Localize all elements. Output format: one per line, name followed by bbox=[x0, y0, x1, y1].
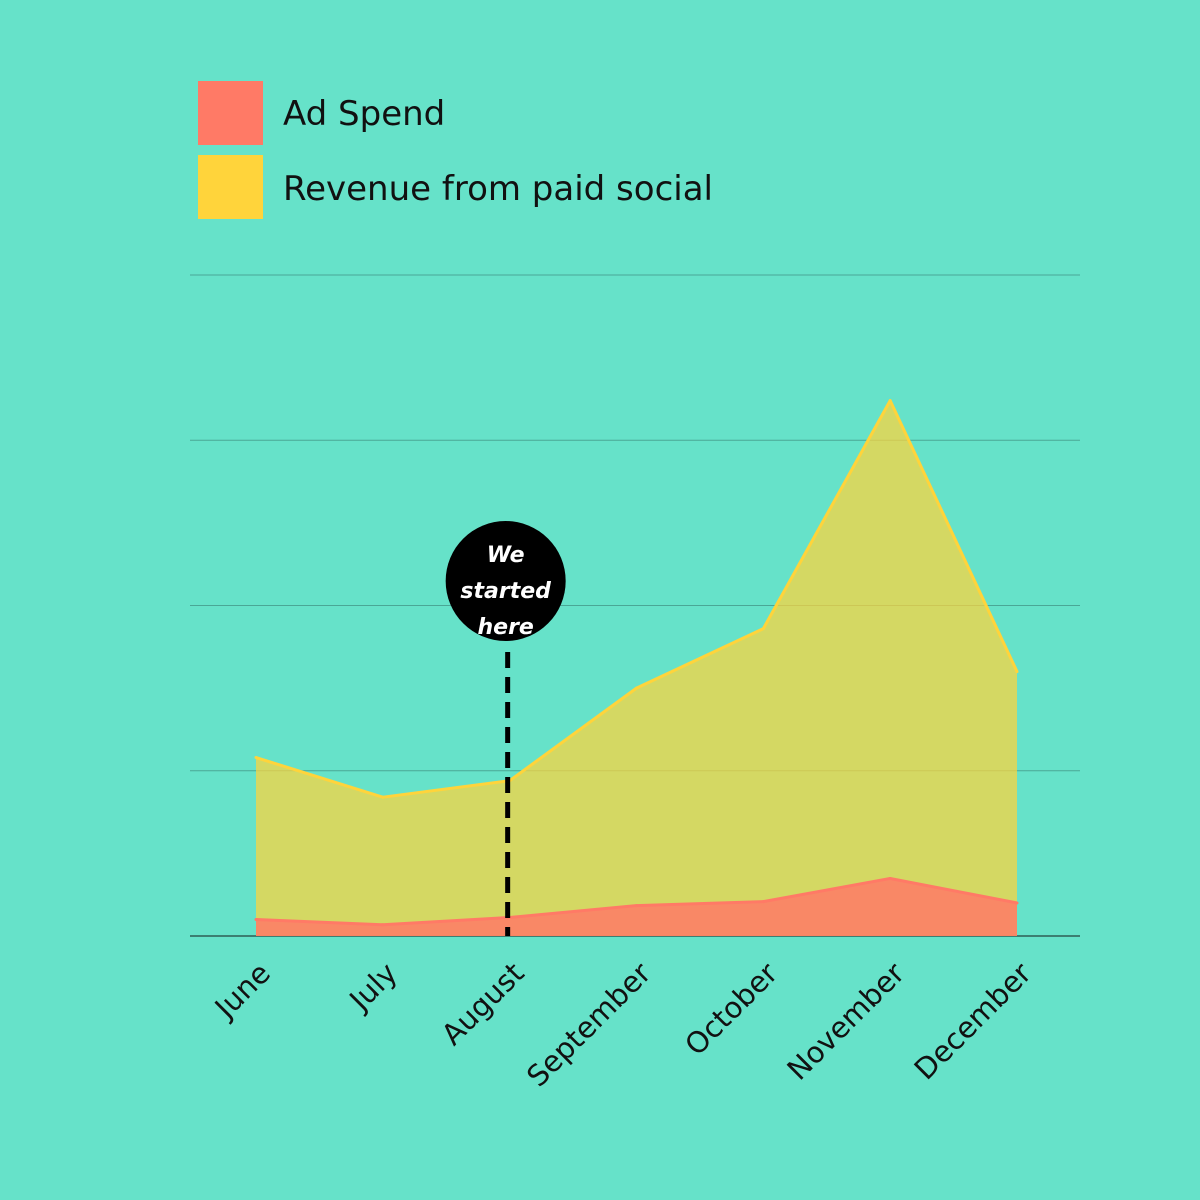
annotation-text-line: started bbox=[460, 579, 551, 604]
x-tick-september: September bbox=[520, 956, 657, 1093]
point-ad-spend-june bbox=[254, 917, 258, 921]
series-areas bbox=[254, 399, 1019, 937]
point-revenue-from-paid-social-september bbox=[635, 686, 638, 690]
x-tick-august: August bbox=[435, 956, 531, 1052]
x-tick-november: November bbox=[780, 956, 911, 1087]
area-revenue-from-paid-social bbox=[256, 400, 1017, 937]
annotation: We started here bbox=[445, 521, 566, 936]
point-ad-spend-december bbox=[1015, 901, 1019, 905]
point-ad-spend-october bbox=[761, 900, 765, 904]
legend-swatch-revenue bbox=[198, 155, 263, 219]
legend-swatch-ad-spend bbox=[198, 81, 263, 145]
x-tick-july: July bbox=[341, 956, 403, 1018]
point-ad-spend-november bbox=[888, 876, 892, 880]
point-revenue-from-paid-social-june bbox=[254, 756, 258, 760]
point-revenue-from-paid-social-december bbox=[1015, 670, 1019, 674]
point-revenue-from-paid-social-july bbox=[381, 795, 385, 799]
annotation-text-line: We bbox=[487, 543, 525, 568]
legend-label-ad-spend: Ad Spend bbox=[283, 94, 445, 134]
legend-label-revenue: Revenue from paid social bbox=[283, 169, 713, 209]
point-ad-spend-july bbox=[381, 923, 385, 927]
legend: Ad Spend Revenue from paid social bbox=[198, 81, 713, 219]
point-revenue-from-paid-social-november bbox=[888, 399, 892, 403]
x-tick-october: October bbox=[678, 956, 784, 1062]
x-tick-june: June bbox=[207, 956, 277, 1026]
point-revenue-from-paid-social-october bbox=[761, 627, 765, 631]
annotation-text-line: here bbox=[477, 615, 533, 640]
annotation-bubble bbox=[445, 521, 566, 641]
x-tick-december: December bbox=[908, 956, 1038, 1086]
point-ad-spend-september bbox=[635, 904, 638, 908]
